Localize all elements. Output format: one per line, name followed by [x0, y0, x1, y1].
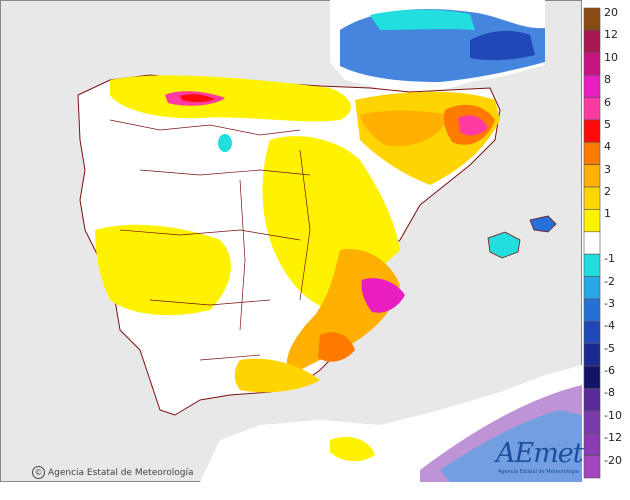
legend-label: -4	[604, 319, 615, 333]
legend-label: 6	[604, 95, 611, 109]
credit-text: Agencia Estatal de Meteorología	[48, 468, 194, 478]
legend-label: -10	[604, 408, 622, 422]
copyright-credit: © Agencia Estatal de Meteorología	[32, 466, 194, 479]
balearic-mallorca	[529, 215, 557, 233]
legend-swatch	[583, 298, 601, 322]
legend-label: -8	[604, 386, 615, 400]
legend-swatch	[583, 432, 601, 456]
legend-swatch	[583, 231, 601, 255]
copyright-symbol: ©	[32, 466, 45, 479]
legend-swatch	[583, 388, 601, 412]
legend-swatch	[583, 410, 601, 434]
anomaly-yellow-north	[110, 75, 351, 122]
anomaly-yellow-south	[234, 358, 320, 393]
legend-label: 8	[604, 73, 611, 87]
legend-swatch	[583, 186, 601, 210]
legend-label: -12	[604, 431, 622, 445]
anomaly-blue-north	[470, 30, 535, 61]
legend-label: 3	[604, 162, 611, 176]
legend-label: -1	[604, 252, 615, 266]
aemet-logo-text: AEmet	[496, 438, 584, 469]
legend-label: -2	[604, 274, 615, 288]
province-borders	[109, 119, 311, 361]
anomaly-orange-murcia	[318, 332, 355, 362]
legend-label: 4	[604, 140, 611, 154]
legend-swatch	[583, 30, 601, 54]
legend-swatch	[583, 276, 601, 300]
legend-scale	[583, 7, 601, 479]
legend-swatch	[583, 97, 601, 121]
legend-label: 1	[604, 207, 611, 221]
anomaly-yellow-west	[95, 224, 231, 316]
legend-label: 12	[604, 28, 618, 42]
legend-label: -20	[604, 453, 622, 467]
legend-label: 20	[604, 6, 618, 19]
legend-label: 2	[604, 185, 611, 199]
balearic-menorca-ibiza	[487, 231, 521, 259]
legend-swatch	[583, 52, 601, 76]
legend-label: -6	[604, 364, 615, 378]
legend-swatch	[583, 365, 601, 389]
anomaly-yellow-africa	[330, 436, 375, 462]
anomaly-cyan-north	[370, 9, 475, 30]
legend-label: 5	[604, 117, 611, 131]
legend-label: -5	[604, 341, 615, 355]
anomaly-magenta-catalonia	[458, 115, 488, 136]
legend-swatch	[583, 7, 601, 31]
legend-swatch	[583, 119, 601, 143]
anomaly-cyan-spot	[218, 134, 232, 152]
legend-swatch	[583, 455, 601, 479]
legend-label: 10	[604, 50, 618, 64]
anomaly-amber-ebro	[360, 110, 450, 147]
legend-swatch	[583, 164, 601, 188]
legend-swatch	[583, 141, 601, 165]
anomaly-blue-africa	[440, 410, 582, 482]
legend-swatch	[583, 253, 601, 277]
legend-label: -3	[604, 296, 615, 310]
anomaly-magenta-alicante	[361, 278, 405, 313]
legend-swatch	[583, 209, 601, 233]
legend-swatch	[583, 74, 601, 98]
legend-swatch	[583, 321, 601, 345]
legend-swatch	[583, 343, 601, 367]
aemet-logo-subtitle: Agencia Estatal de Meteorología	[498, 469, 579, 475]
anomaly-red-cantabria	[180, 94, 215, 103]
